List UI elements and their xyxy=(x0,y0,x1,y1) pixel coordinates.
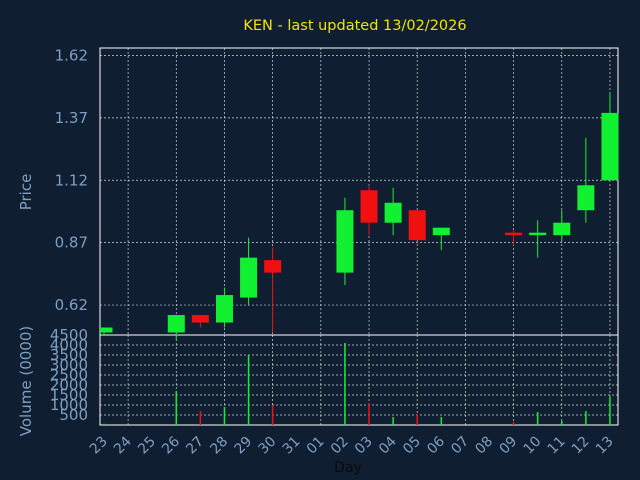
volume-grid xyxy=(100,334,618,425)
volume-tick-label: 500 xyxy=(59,406,88,424)
candle-body xyxy=(577,185,595,211)
candle xyxy=(191,315,209,328)
price-tick-label: 1.62 xyxy=(55,46,88,64)
candle-body xyxy=(360,190,378,223)
volume-tick-label: 4500 xyxy=(50,326,88,344)
volume-axis-label: Volume (0000) xyxy=(17,326,35,436)
volume-bar xyxy=(392,417,394,425)
price-tick-label: 0.62 xyxy=(55,296,88,314)
candle xyxy=(100,327,113,335)
volume-bar xyxy=(199,411,202,425)
candle xyxy=(408,210,426,241)
volume-bar xyxy=(103,423,105,425)
volume-tick-label: 2000 xyxy=(50,376,88,394)
price-tick-label: 1.37 xyxy=(55,109,88,127)
volume-tick-label: 4000 xyxy=(50,336,88,354)
price-tick-labels: 0.62 0.87 1.12 1.37 1.62 xyxy=(55,46,88,314)
volume-panel-frame xyxy=(99,334,619,426)
candle-body xyxy=(601,112,619,181)
candle xyxy=(215,287,233,328)
volume-bar xyxy=(536,412,539,425)
volume-bar xyxy=(223,407,226,425)
candle xyxy=(432,227,450,251)
candle xyxy=(360,185,378,236)
price-axis-label: Price xyxy=(17,174,35,211)
volume-bars xyxy=(103,343,611,425)
volume-bar xyxy=(561,421,563,425)
candle-body xyxy=(100,327,113,333)
price-tick-label: 0.87 xyxy=(55,234,88,252)
chart-title: KEN - last updated 13/02/2026 xyxy=(243,18,466,34)
volume-bar xyxy=(609,397,611,425)
volume-tick-label: 1000 xyxy=(50,396,88,414)
candle-body xyxy=(240,257,258,298)
candle xyxy=(505,230,523,246)
volume-bar xyxy=(416,414,418,425)
volume-bar xyxy=(585,411,587,425)
volume-bar xyxy=(512,422,515,425)
candle-body xyxy=(264,260,282,273)
candle-body xyxy=(529,232,547,236)
volume-bar xyxy=(247,355,250,425)
candles xyxy=(100,92,619,340)
candle-body xyxy=(505,232,523,236)
candle-body xyxy=(432,227,450,236)
volume-tick-label: 1500 xyxy=(50,386,88,404)
volume-tick-label: 3000 xyxy=(50,356,88,374)
volume-bar xyxy=(368,403,370,425)
candle xyxy=(577,137,595,223)
candle xyxy=(529,220,547,258)
price-tick-label: 1.12 xyxy=(55,171,88,189)
candle xyxy=(553,210,571,241)
candle-body xyxy=(167,315,185,333)
volume-bar xyxy=(175,391,178,425)
candle-body xyxy=(408,210,426,241)
candle xyxy=(167,315,185,340)
candle-body xyxy=(553,222,571,236)
candle xyxy=(336,197,354,286)
candle xyxy=(601,92,619,181)
candle-body xyxy=(215,295,233,323)
candle xyxy=(264,247,282,333)
volume-bar xyxy=(440,417,443,425)
candle xyxy=(384,187,402,236)
candle-body xyxy=(336,210,354,273)
volume-bar xyxy=(344,343,346,425)
volume-tick-label: 2500 xyxy=(50,366,88,384)
x-axis-label: Day xyxy=(334,460,362,476)
volume-bar xyxy=(271,405,274,425)
candle xyxy=(240,237,258,306)
candle-body xyxy=(384,202,402,223)
candle-body xyxy=(191,315,209,323)
volume-tick-label: 3500 xyxy=(50,346,88,364)
